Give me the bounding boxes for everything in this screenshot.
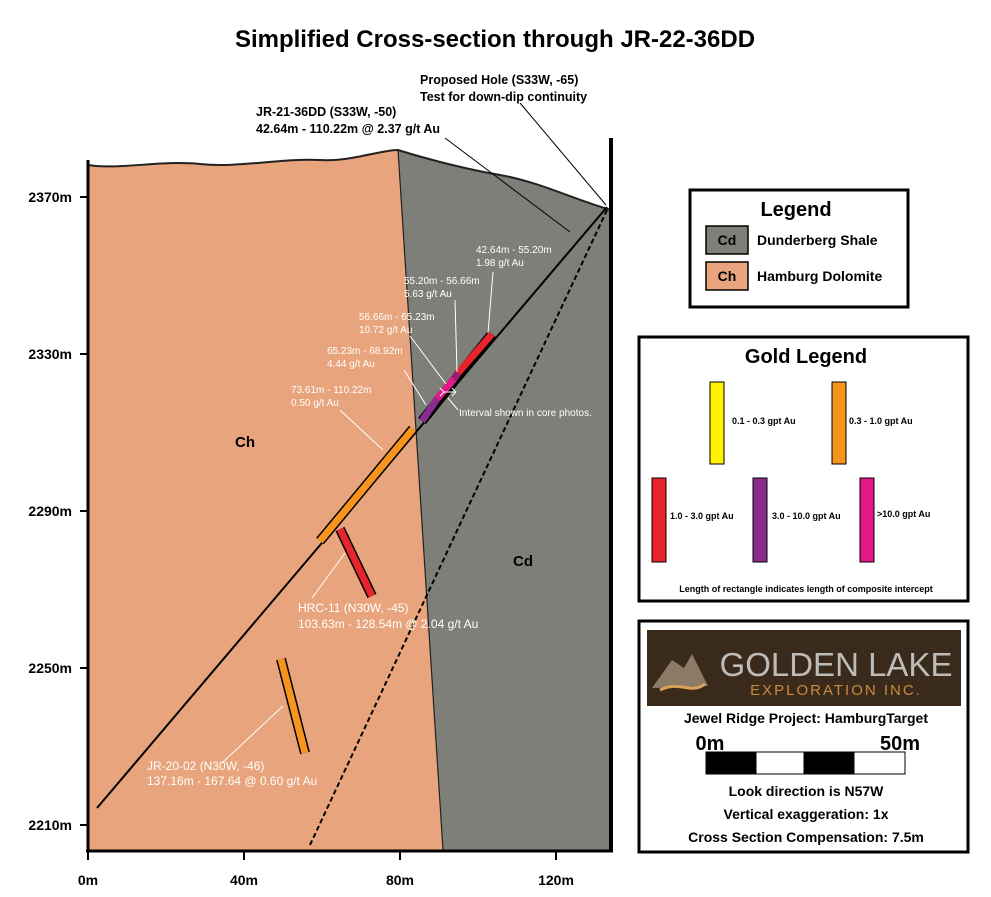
hamburg-dolomite bbox=[88, 150, 443, 850]
interval-label: 55.20m - 56.66m bbox=[404, 276, 480, 287]
gold-label: >10.0 gpt Au bbox=[877, 509, 930, 519]
legend-code: Ch bbox=[718, 268, 737, 284]
shape bbox=[403, 369, 427, 406]
rock-label: Ch bbox=[235, 434, 255, 451]
logo-sub: EXPLORATION INC. bbox=[750, 682, 922, 699]
y-label: 2370m bbox=[28, 189, 72, 205]
compensation: Cross Section Compensation: 7.5m bbox=[688, 829, 924, 845]
look-direction: Look direction is N57W bbox=[729, 783, 885, 799]
shape bbox=[339, 409, 384, 451]
group bbox=[221, 271, 494, 764]
gold-swatch bbox=[831, 381, 847, 465]
gold-swatch bbox=[752, 477, 768, 563]
y-label: 2210m bbox=[28, 817, 72, 833]
shape bbox=[311, 552, 346, 599]
ticks bbox=[80, 196, 557, 860]
gold-swatch bbox=[859, 477, 875, 563]
leader bbox=[519, 102, 607, 206]
interval bbox=[277, 658, 309, 754]
interval-label: 1.98 g/t Au bbox=[476, 258, 524, 269]
shape bbox=[409, 335, 447, 385]
scale-label: 0m bbox=[696, 733, 725, 755]
vertical-exaggeration: Vertical exaggeration: 1x bbox=[724, 806, 889, 822]
interval-label: 65.23m - 68.92m bbox=[327, 346, 403, 357]
shape bbox=[853, 751, 906, 775]
interval-label: 56.66m - 65.23m bbox=[359, 312, 435, 323]
shape bbox=[454, 299, 458, 373]
gold-legend-title: Gold Legend bbox=[745, 346, 867, 368]
x-label: 120m bbox=[538, 872, 574, 888]
legend-swatch bbox=[705, 261, 749, 291]
gold-swatch bbox=[651, 477, 667, 563]
interval-label: 73.61m - 110.22m bbox=[291, 385, 371, 396]
core-photos-note: Interval shown in core photos. bbox=[459, 408, 592, 419]
interval bbox=[317, 426, 416, 544]
contact bbox=[397, 149, 444, 851]
gold-legend-box bbox=[637, 335, 970, 603]
shape bbox=[487, 271, 494, 334]
gold-label: 1.0 - 3.0 gpt Au bbox=[670, 511, 734, 521]
interval-label: 5.63 g/t Au bbox=[404, 289, 452, 300]
interval-label: 4.44 g/t Au bbox=[327, 359, 375, 370]
title: Simplified Cross-section through JR-22-3… bbox=[235, 26, 755, 53]
legend-label: Dunderberg Shale bbox=[757, 232, 878, 248]
annotation: 42.64m - 110.22m @ 2.37 g/t Au bbox=[256, 122, 440, 136]
shape bbox=[755, 751, 805, 775]
shape bbox=[447, 397, 459, 411]
hole-label: HRC-11 (N30W, -45) bbox=[298, 601, 408, 615]
legend-title: Legend bbox=[760, 199, 831, 221]
gold-label: 0.1 - 0.3 gpt Au bbox=[732, 416, 796, 426]
y-label: 2250m bbox=[28, 660, 72, 676]
legend-label: Hamburg Dolomite bbox=[757, 268, 882, 284]
hole-label: 103.63m - 128.54m @ 2.04 g/t Au bbox=[298, 617, 478, 631]
shape bbox=[803, 751, 855, 775]
x-label: 80m bbox=[386, 872, 414, 888]
interval-label: 0.50 g/t Au bbox=[291, 398, 339, 409]
logo-name: GOLDEN LAKE bbox=[720, 646, 953, 683]
shape bbox=[439, 387, 457, 397]
logo-mountain bbox=[652, 654, 708, 688]
hole-label: 137.16m - 167.64 @ 0.60 g/t Au bbox=[147, 774, 317, 788]
hole-label: JR-20-02 (N30W, -46) bbox=[147, 759, 264, 773]
interval bbox=[455, 331, 495, 376]
rock-label: Cd bbox=[513, 553, 533, 570]
legend-code: Cd bbox=[718, 232, 737, 248]
leader bbox=[444, 137, 571, 233]
logo bbox=[647, 630, 961, 706]
annotation: JR-21-36DD (S33W, -50) bbox=[256, 105, 396, 119]
gold-note: Length of rectangle indicates length of … bbox=[679, 584, 933, 594]
logo-river bbox=[659, 682, 706, 692]
legend-swatch bbox=[705, 225, 749, 255]
interval bbox=[419, 397, 440, 423]
gold-label: 3.0 - 10.0 gpt Au bbox=[772, 511, 841, 521]
annotation: Test for down-dip continuity bbox=[420, 90, 587, 104]
scale-bar bbox=[705, 751, 906, 775]
y-label: 2290m bbox=[28, 503, 72, 519]
interval-label: 10.72 g/t Au bbox=[359, 325, 412, 336]
x-label: 40m bbox=[230, 872, 258, 888]
topography bbox=[87, 148, 612, 211]
interval bbox=[336, 527, 376, 598]
x-label: 0m bbox=[78, 872, 98, 888]
proposed-hole bbox=[309, 209, 608, 846]
gold-label: 0.3 - 1.0 gpt Au bbox=[849, 416, 913, 426]
group bbox=[276, 330, 496, 755]
interval-label: 42.64m - 55.20m bbox=[476, 245, 552, 256]
shape bbox=[221, 705, 284, 764]
interval bbox=[451, 371, 461, 381]
gold-swatch bbox=[709, 381, 725, 465]
project: Jewel Ridge Project: HamburgTarget bbox=[684, 710, 928, 726]
y-label: 2330m bbox=[28, 346, 72, 362]
dunderberg-shale bbox=[398, 150, 611, 850]
scale-label: 50m bbox=[880, 733, 920, 755]
shape bbox=[705, 751, 757, 775]
annotation: Proposed Hole (S33W, -65) bbox=[420, 73, 578, 87]
